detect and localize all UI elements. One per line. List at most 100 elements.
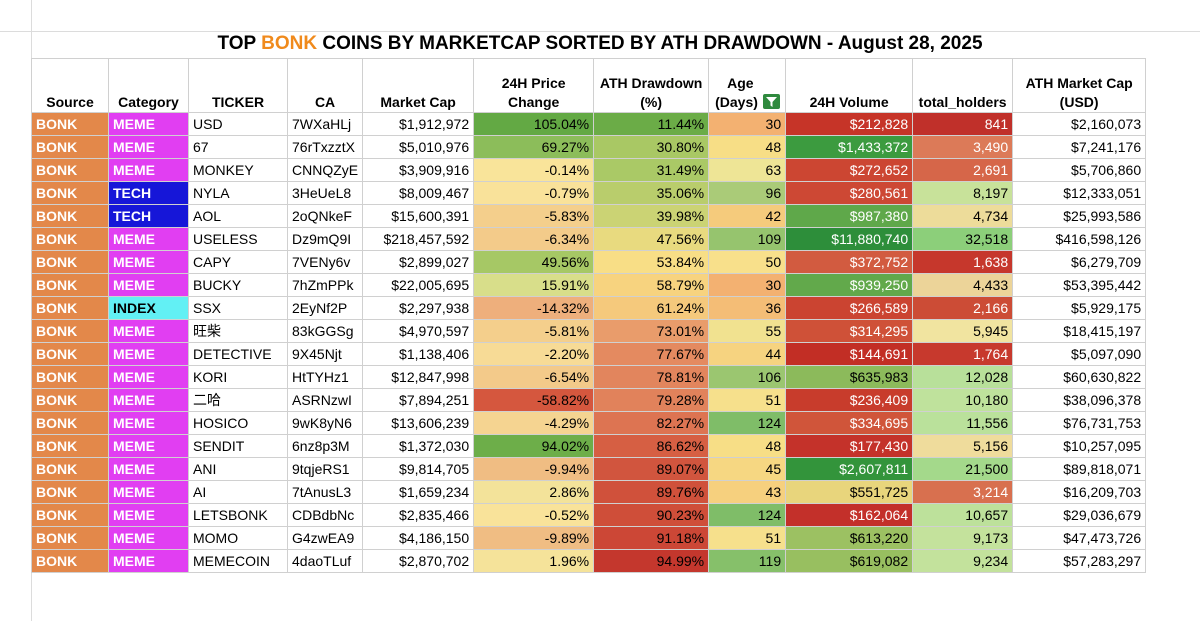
header-price-change[interactable]: 24H Price Change bbox=[473, 58, 595, 113]
cell-ath-drawdown[interactable]: 79.28% bbox=[593, 388, 710, 412]
cell-market-cap[interactable]: $4,186,150 bbox=[362, 526, 475, 550]
cell-volume[interactable]: $372,752 bbox=[785, 250, 914, 274]
cell-ath-market-cap[interactable]: $6,279,709 bbox=[1012, 250, 1147, 274]
cell-holders[interactable]: 12,028 bbox=[912, 365, 1014, 389]
cell-ticker[interactable]: USD bbox=[188, 112, 288, 136]
cell-ath-market-cap[interactable]: $5,929,175 bbox=[1012, 296, 1147, 320]
cell-ath-market-cap[interactable]: $47,473,726 bbox=[1012, 526, 1147, 550]
cell-price-change[interactable]: 94.02% bbox=[473, 434, 595, 458]
cell-price-change[interactable]: -6.54% bbox=[473, 365, 595, 389]
header-age[interactable]: Age (Days) bbox=[708, 58, 787, 113]
cell-volume[interactable]: $11,880,740 bbox=[785, 227, 914, 251]
header-source[interactable]: Source bbox=[31, 58, 109, 113]
cell-ticker[interactable]: SSX bbox=[188, 296, 288, 320]
cell-market-cap[interactable]: $1,138,406 bbox=[362, 342, 475, 366]
cell-volume[interactable]: $635,983 bbox=[785, 365, 914, 389]
cell-ca[interactable]: HtTYHz1 bbox=[286, 365, 364, 389]
cell-ca[interactable]: 7VENy6v bbox=[286, 250, 364, 274]
cell-volume[interactable]: $939,250 bbox=[785, 273, 914, 297]
cell-market-cap[interactable]: $2,870,702 bbox=[362, 549, 475, 573]
cell-age[interactable]: 48 bbox=[708, 434, 787, 458]
cell-age[interactable]: 30 bbox=[708, 273, 787, 297]
cell-volume[interactable]: $551,725 bbox=[785, 480, 914, 504]
cell-volume[interactable]: $144,691 bbox=[785, 342, 914, 366]
cell-age[interactable]: 119 bbox=[708, 549, 787, 573]
cell-price-change[interactable]: -9.89% bbox=[473, 526, 595, 550]
cell-ath-drawdown[interactable]: 73.01% bbox=[593, 319, 710, 343]
cell-market-cap[interactable]: $22,005,695 bbox=[362, 273, 475, 297]
cell-category[interactable]: MEME bbox=[108, 135, 189, 159]
cell-ca[interactable]: 9wK8yN6 bbox=[286, 411, 364, 435]
cell-market-cap[interactable]: $8,009,467 bbox=[362, 181, 475, 205]
cell-source[interactable]: BONK bbox=[31, 411, 109, 435]
cell-source[interactable]: BONK bbox=[31, 158, 109, 182]
cell-category[interactable]: MEME bbox=[108, 411, 189, 435]
cell-ticker[interactable]: HOSICO bbox=[188, 411, 288, 435]
cell-category[interactable]: INDEX bbox=[108, 296, 189, 320]
cell-source[interactable]: BONK bbox=[31, 480, 109, 504]
cell-holders[interactable]: 10,180 bbox=[912, 388, 1014, 412]
cell-source[interactable]: BONK bbox=[31, 365, 109, 389]
cell-category[interactable]: MEME bbox=[108, 112, 189, 136]
cell-price-change[interactable]: -2.20% bbox=[473, 342, 595, 366]
cell-source[interactable]: BONK bbox=[31, 549, 109, 573]
cell-market-cap[interactable]: $7,894,251 bbox=[362, 388, 475, 412]
cell-ca[interactable]: 3HeUeL8 bbox=[286, 181, 364, 205]
cell-ticker[interactable]: NYLA bbox=[188, 181, 288, 205]
cell-age[interactable]: 36 bbox=[708, 296, 787, 320]
cell-age[interactable]: 106 bbox=[708, 365, 787, 389]
cell-holders[interactable]: 5,156 bbox=[912, 434, 1014, 458]
cell-category[interactable]: MEME bbox=[108, 319, 189, 343]
cell-market-cap[interactable]: $13,606,239 bbox=[362, 411, 475, 435]
cell-holders[interactable]: 4,734 bbox=[912, 204, 1014, 228]
cell-holders[interactable]: 8,197 bbox=[912, 181, 1014, 205]
cell-price-change[interactable]: 15.91% bbox=[473, 273, 595, 297]
cell-age[interactable]: 51 bbox=[708, 388, 787, 412]
cell-price-change[interactable]: -0.52% bbox=[473, 503, 595, 527]
cell-ticker[interactable]: MONKEY bbox=[188, 158, 288, 182]
cell-market-cap[interactable]: $1,659,234 bbox=[362, 480, 475, 504]
cell-market-cap[interactable]: $12,847,998 bbox=[362, 365, 475, 389]
cell-ticker[interactable]: MEMECOIN bbox=[188, 549, 288, 573]
cell-holders[interactable]: 841 bbox=[912, 112, 1014, 136]
cell-ath-market-cap[interactable]: $89,818,071 bbox=[1012, 457, 1147, 481]
cell-age[interactable]: 45 bbox=[708, 457, 787, 481]
cell-ath-market-cap[interactable]: $416,598,126 bbox=[1012, 227, 1147, 251]
cell-price-change[interactable]: -5.81% bbox=[473, 319, 595, 343]
cell-volume[interactable]: $212,828 bbox=[785, 112, 914, 136]
cell-ticker[interactable]: SENDIT bbox=[188, 434, 288, 458]
cell-category[interactable]: MEME bbox=[108, 342, 189, 366]
cell-ath-drawdown[interactable]: 89.76% bbox=[593, 480, 710, 504]
cell-volume[interactable]: $266,589 bbox=[785, 296, 914, 320]
header-holders[interactable]: total_holders bbox=[912, 58, 1014, 113]
cell-holders[interactable]: 21,500 bbox=[912, 457, 1014, 481]
cell-ca[interactable]: 7WXaHLj bbox=[286, 112, 364, 136]
cell-ath-market-cap[interactable]: $5,097,090 bbox=[1012, 342, 1147, 366]
cell-category[interactable]: MEME bbox=[108, 158, 189, 182]
cell-ca[interactable]: 7hZmPPk bbox=[286, 273, 364, 297]
cell-price-change[interactable]: -14.32% bbox=[473, 296, 595, 320]
cell-ath-drawdown[interactable]: 86.62% bbox=[593, 434, 710, 458]
cell-age[interactable]: 124 bbox=[708, 503, 787, 527]
cell-ticker[interactable]: 67 bbox=[188, 135, 288, 159]
cell-market-cap[interactable]: $9,814,705 bbox=[362, 457, 475, 481]
cell-source[interactable]: BONK bbox=[31, 457, 109, 481]
cell-ca[interactable]: 9X45Njt bbox=[286, 342, 364, 366]
cell-volume[interactable]: $177,430 bbox=[785, 434, 914, 458]
cell-category[interactable]: MEME bbox=[108, 434, 189, 458]
cell-holders[interactable]: 5,945 bbox=[912, 319, 1014, 343]
cell-ath-drawdown[interactable]: 82.27% bbox=[593, 411, 710, 435]
cell-holders[interactable]: 11,556 bbox=[912, 411, 1014, 435]
cell-source[interactable]: BONK bbox=[31, 112, 109, 136]
cell-ath-drawdown[interactable]: 58.79% bbox=[593, 273, 710, 297]
cell-price-change[interactable]: -58.82% bbox=[473, 388, 595, 412]
cell-category[interactable]: MEME bbox=[108, 503, 189, 527]
cell-source[interactable]: BONK bbox=[31, 503, 109, 527]
cell-category[interactable]: MEME bbox=[108, 549, 189, 573]
cell-ticker[interactable]: AI bbox=[188, 480, 288, 504]
cell-age[interactable]: 51 bbox=[708, 526, 787, 550]
cell-ath-market-cap[interactable]: $60,630,822 bbox=[1012, 365, 1147, 389]
cell-ca[interactable]: CDBdbNc bbox=[286, 503, 364, 527]
cell-price-change[interactable]: -6.34% bbox=[473, 227, 595, 251]
cell-holders[interactable]: 1,764 bbox=[912, 342, 1014, 366]
